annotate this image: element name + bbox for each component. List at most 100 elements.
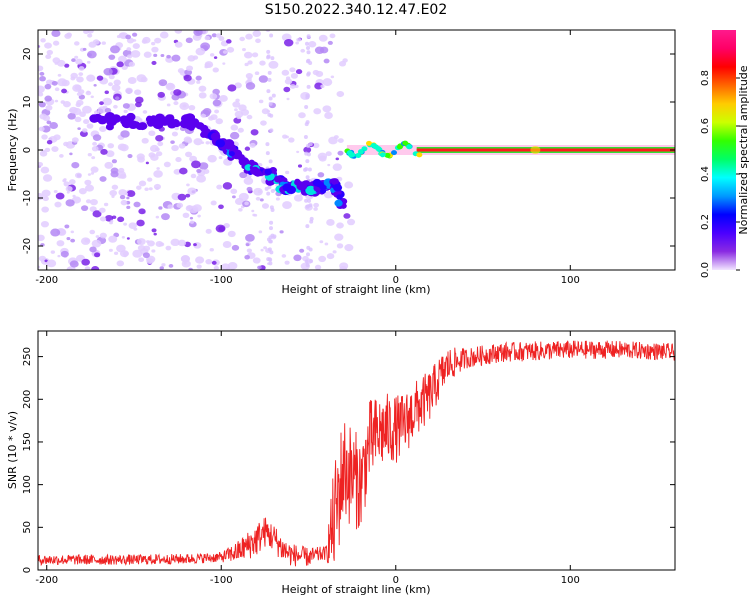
noise-speckle xyxy=(285,170,290,175)
noise-speckle xyxy=(252,257,261,264)
y-tick-label: 250 xyxy=(22,347,33,366)
noise-speckle xyxy=(318,34,328,42)
noise-speckle xyxy=(258,230,263,234)
noise-speckle xyxy=(261,108,270,115)
noise-speckle xyxy=(113,251,119,255)
colorbar-tick-label: 0.4 xyxy=(700,166,711,182)
noise-speckle xyxy=(168,264,174,268)
noise-speckle xyxy=(266,49,271,54)
noise-speckle xyxy=(85,184,94,192)
noise-speckle xyxy=(247,77,252,81)
noise-speckle xyxy=(155,151,163,157)
noise-speckle xyxy=(226,267,231,270)
noise-speckle xyxy=(67,112,76,120)
noise-speckle xyxy=(289,67,296,73)
noise-speckle xyxy=(304,151,309,156)
noise-speckle xyxy=(176,202,184,208)
x-tick-label: 0 xyxy=(393,275,399,286)
spectral-blob xyxy=(124,114,134,123)
figure-title: S150.2022.340.12.47.E02 xyxy=(265,2,448,18)
noise-speckle xyxy=(174,126,180,131)
noise-speckle xyxy=(122,103,130,109)
noise-speckle xyxy=(126,54,133,59)
noise-speckle xyxy=(306,84,311,89)
noise-speckle xyxy=(101,41,106,45)
noise-speckle xyxy=(102,97,113,106)
noise-speckle xyxy=(70,230,75,234)
noise-speckle xyxy=(207,154,217,163)
noise-speckle xyxy=(246,114,253,120)
spectral-blob xyxy=(147,120,155,127)
noise-speckle xyxy=(91,266,100,270)
noise-speckle xyxy=(90,166,99,173)
noise-speckle xyxy=(42,196,49,202)
noise-speckle xyxy=(304,167,309,172)
noise-speckle xyxy=(76,92,82,97)
spectral-blob xyxy=(162,118,169,123)
noise-speckle xyxy=(121,235,125,239)
spectrogram-y-axis-label: Frequency (Hz) xyxy=(6,109,19,192)
noise-speckle xyxy=(265,151,270,156)
spectrogram-y-ticks: -20 -10 0 10 20 xyxy=(22,48,675,254)
noise-speckle xyxy=(142,36,151,44)
noise-speckle xyxy=(211,33,217,38)
noise-speckle xyxy=(61,88,68,94)
noise-speckle xyxy=(234,108,238,112)
noise-speckle xyxy=(222,50,228,54)
noise-speckle xyxy=(227,84,237,92)
noise-speckle xyxy=(52,40,60,46)
noise-speckle xyxy=(40,220,49,228)
noise-speckle xyxy=(268,235,273,240)
noise-speckle xyxy=(118,189,127,196)
x-tick-label: -200 xyxy=(35,275,58,286)
noise-speckle xyxy=(245,243,250,247)
noise-speckle xyxy=(309,219,314,224)
noise-speckle xyxy=(126,190,136,198)
noise-speckle xyxy=(50,228,61,237)
noise-speckle xyxy=(319,240,324,244)
noise-speckle xyxy=(87,30,94,34)
noise-speckle xyxy=(124,192,129,196)
spectral-blob xyxy=(264,168,273,176)
noise-speckle xyxy=(185,193,191,198)
noise-speckle xyxy=(193,243,197,247)
noise-speckle xyxy=(305,263,310,268)
noise-speckle xyxy=(114,96,120,101)
noise-speckle xyxy=(42,174,53,182)
spectral-blob xyxy=(215,139,226,148)
noise-speckle xyxy=(337,138,344,144)
noise-speckle xyxy=(55,192,65,200)
spectral-blob xyxy=(286,185,297,195)
noise-speckle xyxy=(126,205,131,210)
noise-speckle xyxy=(109,221,113,225)
noise-speckle xyxy=(84,238,90,243)
noise-speckle xyxy=(44,83,52,90)
noise-speckle xyxy=(327,40,333,45)
noise-speckle xyxy=(327,163,331,167)
noise-speckle xyxy=(69,260,79,268)
noise-speckle xyxy=(93,83,97,87)
noise-speckle xyxy=(270,189,275,194)
y-tick-label: 50 xyxy=(22,521,33,534)
noise-speckle xyxy=(307,198,312,203)
noise-speckle xyxy=(66,237,71,241)
noise-speckle xyxy=(138,180,147,187)
noise-speckle xyxy=(198,162,209,170)
noise-speckle xyxy=(346,218,356,226)
noise-speckle xyxy=(153,183,161,190)
noise-speckle xyxy=(145,161,149,165)
noise-speckle xyxy=(72,194,76,198)
noise-speckle xyxy=(66,267,73,270)
noise-speckle xyxy=(60,250,69,258)
snr-x-axis-label: Height of straight line (km) xyxy=(281,583,430,596)
noise-speckle xyxy=(203,169,210,174)
noise-speckle xyxy=(337,150,344,156)
noise-speckle xyxy=(195,75,202,81)
noise-speckle xyxy=(155,134,164,142)
noise-speckle xyxy=(153,53,158,57)
noise-speckle xyxy=(197,214,201,218)
noise-speckle xyxy=(98,207,106,213)
noise-speckle xyxy=(91,156,96,160)
noise-speckle xyxy=(323,191,334,199)
